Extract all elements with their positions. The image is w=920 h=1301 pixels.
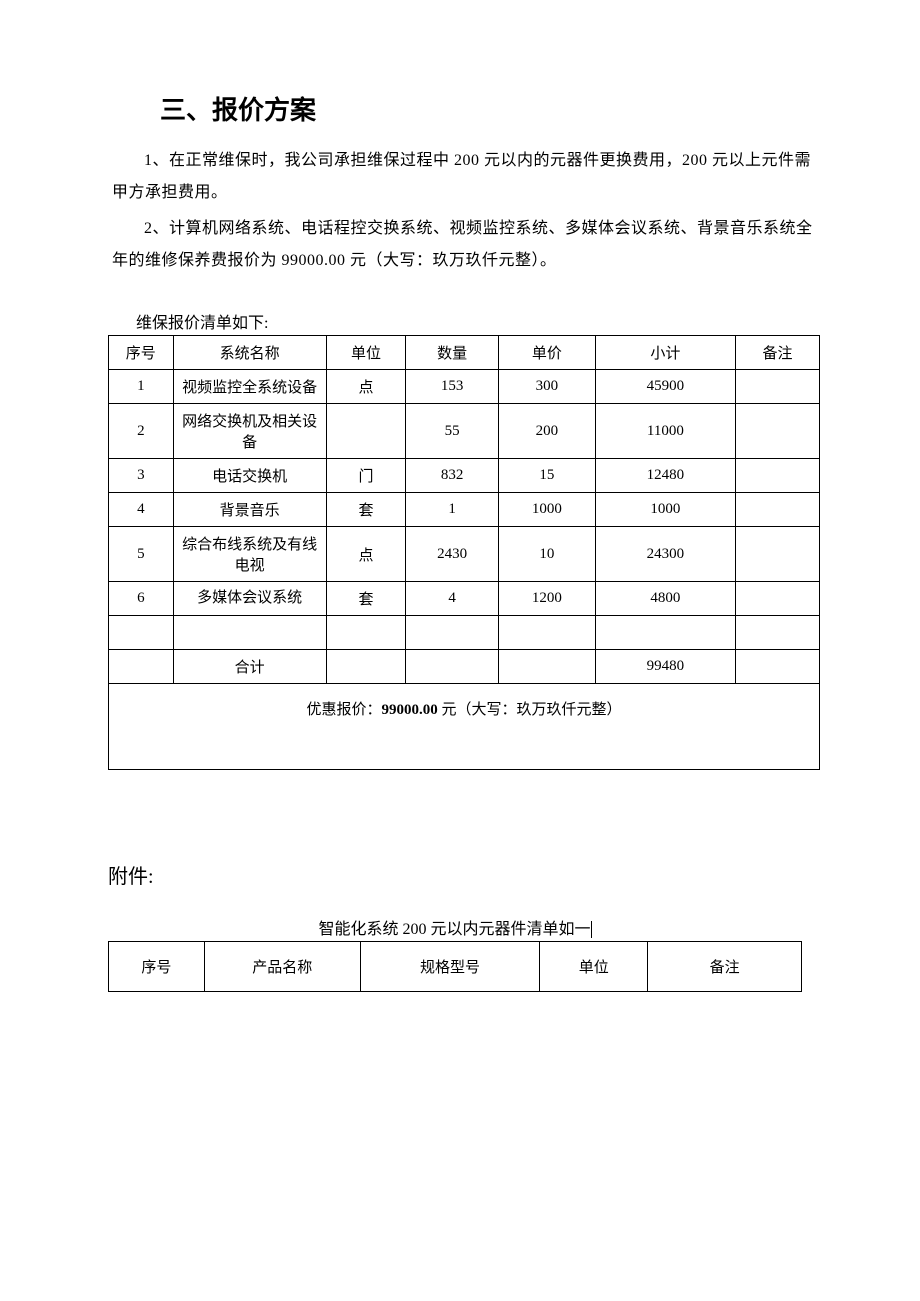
cell-seq: 4 [109, 493, 174, 527]
cell-price: 300 [498, 370, 595, 404]
col-seq: 序号 [109, 336, 174, 370]
cell-price: 10 [498, 527, 595, 582]
col-unit: 单位 [326, 336, 406, 370]
cell-note [735, 493, 819, 527]
cell-price: 1000 [498, 493, 595, 527]
col-name: 系统名称 [173, 336, 326, 370]
components-caption: 智能化系统 200 元以内元器件清单如一 [108, 915, 802, 939]
cell-unit [326, 404, 406, 459]
cell-note [735, 404, 819, 459]
summary-cell: 优惠报价：99000.00 元（大写：玖万玖仟元整） [109, 684, 820, 770]
cell-qty: 832 [406, 459, 499, 493]
comp-col-note: 备注 [648, 942, 802, 992]
cell-seq: 6 [109, 582, 174, 616]
col-qty: 数量 [406, 336, 499, 370]
comp-col-unit: 单位 [540, 942, 648, 992]
table-header-row: 序号 系统名称 单位 数量 单价 小计 备注 [109, 336, 820, 370]
cell-sub: 12480 [595, 459, 735, 493]
cell-name: 视频监控全系统设备 [173, 370, 326, 404]
table-row: 5 综合布线系统及有线电视 点 2430 10 24300 [109, 527, 820, 582]
summary-label: 优惠报价： [306, 702, 381, 718]
components-caption-text: 智能化系统 200 元以内元器件清单如一 [318, 921, 591, 938]
cell-name: 电话交换机 [173, 459, 326, 493]
cell-qty: 55 [406, 404, 499, 459]
total-value: 99480 [595, 650, 735, 684]
paragraph-2: 2、计算机网络系统、电话程控交换系统、视频监控系统、多媒体会议系统、背景音乐系统… [108, 213, 820, 277]
col-sub: 小计 [595, 336, 735, 370]
cell-seq: 1 [109, 370, 174, 404]
table-row: 3 电话交换机 门 832 15 12480 [109, 459, 820, 493]
cell-unit: 点 [326, 527, 406, 582]
comp-col-seq: 序号 [109, 942, 205, 992]
table-total-row: 合计 99480 [109, 650, 820, 684]
quotation-caption: 维保报价清单如下: [108, 309, 820, 333]
table-summary-row: 优惠报价：99000.00 元（大写：玖万玖仟元整） [109, 684, 820, 770]
cell-sub: 11000 [595, 404, 735, 459]
cell-qty: 2430 [406, 527, 499, 582]
section-heading: 三、报价方案 [108, 90, 820, 127]
cell-price: 1200 [498, 582, 595, 616]
cell-price: 15 [498, 459, 595, 493]
cell-seq: 2 [109, 404, 174, 459]
cell-unit: 点 [326, 370, 406, 404]
table-row: 6 多媒体会议系统 套 4 1200 4800 [109, 582, 820, 616]
cell-unit: 套 [326, 582, 406, 616]
cell-seq: 3 [109, 459, 174, 493]
components-header-row: 序号 产品名称 规格型号 单位 备注 [109, 942, 802, 992]
cell-sub: 24300 [595, 527, 735, 582]
total-label: 合计 [173, 650, 326, 684]
cell-unit: 门 [326, 459, 406, 493]
cell-note [735, 370, 819, 404]
summary-amount: 99000.00 [382, 702, 438, 718]
cell-name: 多媒体会议系统 [173, 582, 326, 616]
cell-price: 200 [498, 404, 595, 459]
comp-col-name: 产品名称 [204, 942, 360, 992]
cell-name: 综合布线系统及有线电视 [173, 527, 326, 582]
cell-sub: 45900 [595, 370, 735, 404]
table-empty-row [109, 616, 820, 650]
summary-rest: 元（大写：玖万玖仟元整） [438, 702, 622, 718]
table-row: 2 网络交换机及相关设备 55 200 11000 [109, 404, 820, 459]
cell-qty: 4 [406, 582, 499, 616]
col-price: 单价 [498, 336, 595, 370]
cell-note [735, 582, 819, 616]
table-row: 4 背景音乐 套 1 1000 1000 [109, 493, 820, 527]
components-table: 序号 产品名称 规格型号 单位 备注 [108, 941, 802, 992]
quotation-table: 序号 系统名称 单位 数量 单价 小计 备注 1 视频监控全系统设备 点 153… [108, 335, 820, 770]
cell-note [735, 459, 819, 493]
cell-qty: 1 [406, 493, 499, 527]
cell-sub: 4800 [595, 582, 735, 616]
cell-unit: 套 [326, 493, 406, 527]
comp-col-model: 规格型号 [360, 942, 540, 992]
attachment-title: 附件: [108, 860, 820, 889]
paragraph-1: 1、在正常维保时，我公司承担维保过程中 200 元以内的元器件更换费用，200 … [108, 145, 820, 209]
table-body: 1 视频监控全系统设备 点 153 300 45900 2 网络交换机及相关设备… [109, 370, 820, 770]
table-row: 1 视频监控全系统设备 点 153 300 45900 [109, 370, 820, 404]
col-note: 备注 [735, 336, 819, 370]
cell-note [735, 527, 819, 582]
cell-qty: 153 [406, 370, 499, 404]
total-seq [109, 650, 174, 684]
cell-name: 背景音乐 [173, 493, 326, 527]
cell-seq: 5 [109, 527, 174, 582]
cell-name: 网络交换机及相关设备 [173, 404, 326, 459]
cell-sub: 1000 [595, 493, 735, 527]
